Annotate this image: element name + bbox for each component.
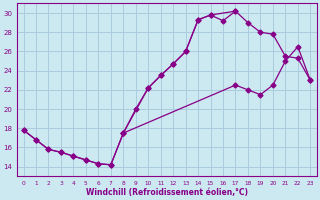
X-axis label: Windchill (Refroidissement éolien,°C): Windchill (Refroidissement éolien,°C) [86, 188, 248, 197]
